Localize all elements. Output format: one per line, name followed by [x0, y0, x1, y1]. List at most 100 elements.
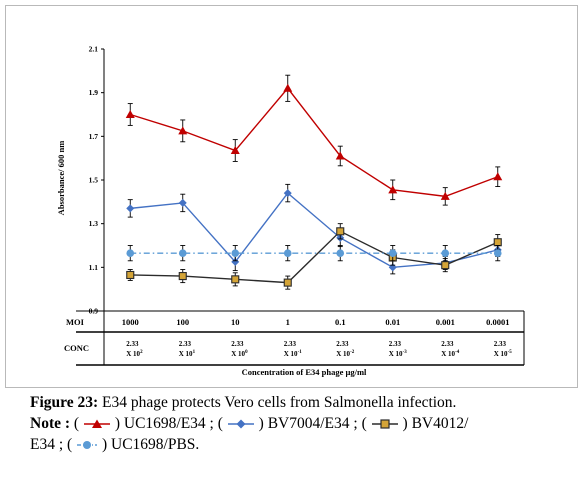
data-point: [283, 249, 292, 257]
data-point: [178, 272, 187, 281]
data-point: [493, 249, 502, 257]
conc-value: 2.33: [126, 340, 139, 348]
conc-exponent: -2: [350, 350, 355, 355]
conc-multiplier: X 10-3: [389, 350, 407, 358]
moi-value: 1: [286, 317, 290, 327]
data-point: [125, 110, 135, 118]
caption-note-line: Note : ( ) UC1698/E34 ; ( ) BV7004/E34 ;…: [30, 413, 578, 434]
conc-exponent: -5: [508, 350, 513, 355]
legend-close-paren: ): [114, 415, 120, 432]
conc-exponent: 1: [193, 350, 196, 355]
data-point: [441, 261, 450, 270]
conc-value: 2.33: [284, 340, 297, 348]
legend-series-4: UC1698/PBS.: [111, 436, 200, 453]
legend-series-2: BV7004/E34 ;: [267, 415, 358, 432]
conc-exponent: 2: [140, 350, 143, 355]
moi-value: 0.1: [335, 317, 346, 327]
data-point: [336, 227, 345, 236]
figure-text: E34 phage protects Vero cells from Salmo…: [98, 394, 457, 411]
legend-open-paren: (: [73, 415, 80, 432]
data-point: [231, 249, 240, 257]
data-point: [283, 189, 292, 198]
series-3: [126, 223, 502, 290]
legend-key-triangle-icon: [83, 419, 110, 429]
legend-close-paren: ): [101, 436, 108, 453]
data-point: [178, 198, 187, 207]
data-point: [388, 185, 398, 194]
conc-exponent: -3: [403, 350, 408, 355]
conc-value: 2.33: [389, 340, 402, 348]
series-line: [130, 230, 499, 284]
moi-value: 1000: [122, 317, 139, 327]
legend-close-paren: ): [402, 415, 408, 432]
y-tick-label: 0.9: [89, 307, 99, 316]
y-tick-label: 1.1: [89, 263, 99, 272]
y-tick-label: 1.5: [89, 176, 99, 185]
conc-value: 2.33: [231, 340, 244, 348]
data-point: [335, 151, 345, 160]
data-point: [126, 249, 135, 257]
data-point: [283, 83, 293, 92]
data-point: [493, 238, 502, 247]
note-label: Note :: [30, 415, 71, 432]
conc-multiplier: X 101: [179, 350, 196, 358]
data-point: [441, 249, 450, 257]
conc-multiplier: X 100: [231, 350, 248, 358]
series-line: [130, 87, 498, 198]
moi-value: 100: [176, 317, 189, 327]
data-point: [388, 249, 397, 257]
conc-multiplier: X 10-5: [494, 350, 512, 358]
series-layer: [125, 74, 503, 290]
data-point: [283, 278, 292, 287]
moi-value: 10: [231, 317, 240, 327]
caption-note-line-2: E34 ; ( ) UC1698/PBS.: [30, 434, 578, 455]
data-point: [178, 249, 187, 257]
conc-exponent: -4: [455, 350, 460, 355]
y-axis-label: Absorbance/ 600 nm: [56, 141, 66, 216]
data-point: [231, 257, 240, 266]
conc-row-label: CONC: [64, 343, 89, 353]
conc-value: 2.33: [336, 340, 349, 348]
x-axis-label: Concentration of E34 phage µg/ml: [242, 367, 367, 377]
legend-key-circle-icon: [77, 441, 98, 450]
moi-value: 0.01: [385, 317, 400, 327]
moi-row-label: MOI: [66, 317, 85, 327]
conc-exponent: -1: [298, 350, 303, 355]
conc-value: 2.33: [494, 340, 507, 348]
caption-title-line: Figure 23: E34 phage protects Vero cells…: [30, 392, 578, 413]
data-point: [493, 172, 503, 181]
legend-open-paren: (: [217, 415, 223, 432]
figure-label: Figure 23:: [30, 394, 99, 411]
y-tick-label: 1.7: [89, 132, 99, 141]
y-tick-label: 2.1: [89, 45, 99, 54]
data-point: [336, 249, 345, 257]
legend-series-1: UC1698/E34 ;: [123, 415, 214, 432]
data-point: [440, 191, 450, 200]
figure-frame: 0.9 1.1 1.3 1.5 1.7 1.9 2.1 MOI CONC 1000 100 10 1 0…: [5, 5, 578, 388]
legend-key-square-icon: [371, 419, 398, 430]
y-tick-label: 1.9: [89, 88, 99, 97]
legend-key-diamond-icon: [227, 419, 254, 429]
conc-multiplier: X 10-4: [441, 350, 459, 358]
legend-close-paren: ): [258, 415, 264, 432]
conc-value: 2.33: [179, 340, 192, 348]
moi-value: 0.0001: [486, 317, 509, 327]
data-point: [178, 126, 188, 135]
data-point: [126, 204, 135, 213]
figure-caption: Figure 23: E34 phage protects Vero cells…: [30, 392, 578, 455]
legend-series-3-cont: E34 ;: [30, 436, 64, 453]
data-point: [230, 146, 240, 155]
moi-value: 0.001: [436, 317, 455, 327]
conc-exponent: 0: [245, 350, 248, 355]
conc-multiplier: X 10-1: [284, 350, 302, 358]
conc-multiplier: X 102: [126, 350, 143, 358]
legend-open-paren: (: [67, 436, 73, 453]
conc-value: 2.33: [441, 340, 454, 348]
legend-open-paren: (: [361, 415, 367, 432]
y-tick-label: 1.3: [89, 219, 99, 228]
data-point: [231, 275, 240, 284]
series-1: [125, 74, 503, 206]
axes: 0.9 1.1 1.3 1.5 1.7 1.9 2.1: [76, 45, 524, 316]
